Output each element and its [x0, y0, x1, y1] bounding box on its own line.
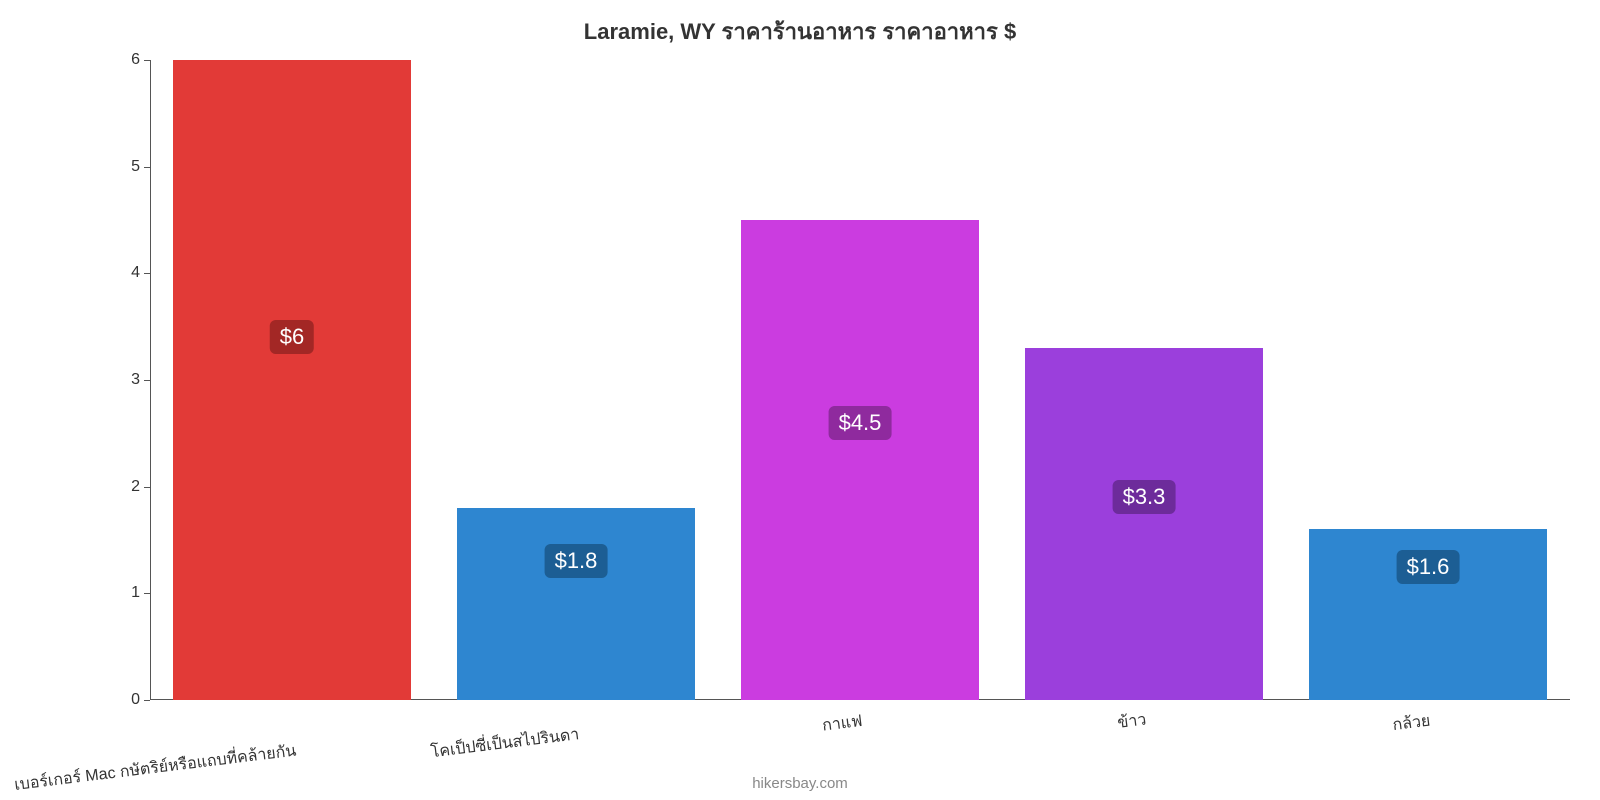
x-tick-label: ข้าว: [1145, 704, 1177, 732]
bar: [457, 508, 696, 700]
chart-title: Laramie, WY ราคาร้านอาหาร ราคาอาหาร $: [0, 14, 1600, 49]
bar: [173, 60, 412, 700]
y-tick: [144, 700, 150, 701]
y-tick-label: 5: [131, 158, 140, 176]
x-tick-label: กาแฟ: [861, 704, 904, 734]
attribution-text: hikersbay.com: [0, 775, 1600, 792]
bar-value-label: $4.5: [829, 406, 892, 440]
bar: [1025, 348, 1264, 700]
y-tick-label: 4: [131, 264, 140, 282]
bar-slot: $1.6กล้วย: [1286, 60, 1570, 700]
plot-area: 0123456 $6เบอร์เกอร์ Mac กษัตริย์หรือแถบ…: [150, 60, 1570, 700]
y-tick-label: 0: [131, 691, 140, 709]
y-tick-label: 6: [131, 51, 140, 69]
bar-value-label: $6: [270, 320, 314, 354]
bar-slot: $4.5กาแฟ: [718, 60, 1002, 700]
bars-container: $6เบอร์เกอร์ Mac กษัตริย์หรือแถบที่คล้าย…: [150, 60, 1570, 700]
bar-value-label: $1.6: [1397, 550, 1460, 584]
bar-value-label: $1.8: [545, 544, 608, 578]
bar-slot: $6เบอร์เกอร์ Mac กษัตริย์หรือแถบที่คล้าย…: [150, 60, 434, 700]
bar-slot: $1.8โคเป็ปซี่เป็นสไปรินดา: [434, 60, 718, 700]
price-bar-chart: Laramie, WY ราคาร้านอาหาร ราคาอาหาร $ 01…: [0, 0, 1600, 800]
x-tick-label: โคเป็ปซี่เป็นสไปรินดา: [578, 704, 729, 747]
y-tick-label: 1: [131, 584, 140, 602]
y-tick-label: 2: [131, 478, 140, 496]
bar: [741, 220, 980, 700]
bar-value-label: $3.3: [1113, 480, 1176, 514]
bar-slot: $3.3ข้าว: [1002, 60, 1286, 700]
y-tick-label: 3: [131, 371, 140, 389]
x-tick-label: กล้วย: [1429, 704, 1470, 733]
